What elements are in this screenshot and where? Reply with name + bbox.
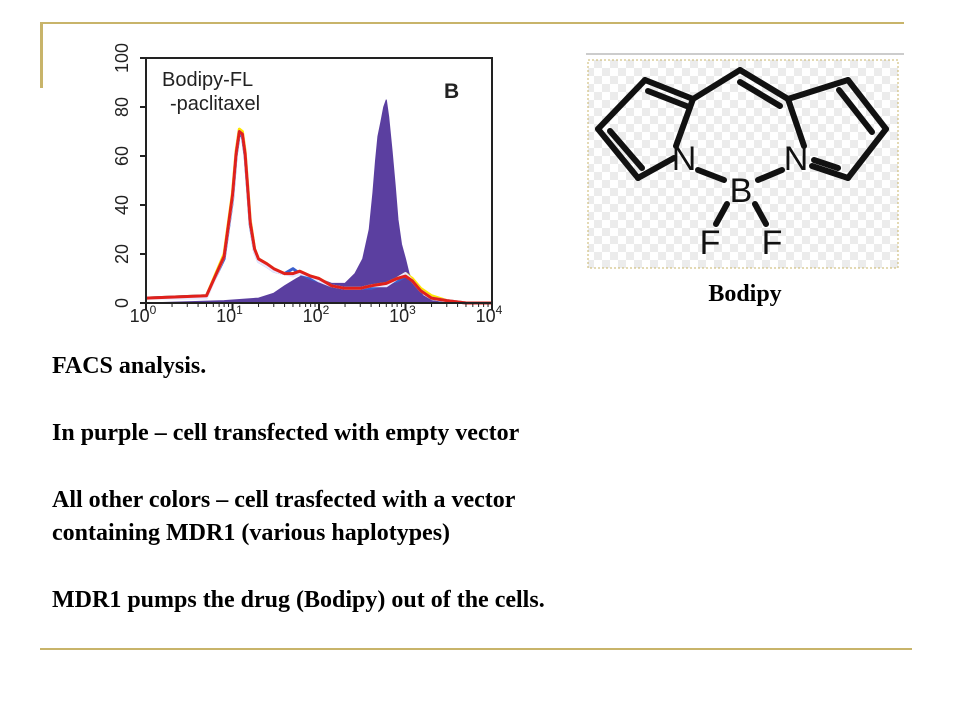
y-tick-label: 60 [112,146,132,166]
series-layer [145,99,492,305]
text-line-facs: FACS analysis. [52,353,207,379]
atom-label-f1: F [700,224,721,262]
atom-label-b: B [730,172,753,210]
series-empty-vector-area [145,99,492,304]
left-accent-bar [40,22,43,88]
y-tick-label: 100 [112,43,132,73]
x-tick-label: 103 [389,303,416,326]
description-text: FACS analysis. In purple – cell transfec… [52,350,932,617]
panel-label: B [444,80,459,103]
x-tick-label: 100 [130,303,157,326]
y-tick-label: 20 [112,244,132,264]
text-line-mdr1-haplotypes: containing MDR1 (various haplotypes) [52,520,451,546]
text-line-conclusion: MDR1 pumps the drug (Bodipy) out of the … [52,587,545,613]
structure-svg: N N B F F [586,53,904,269]
x-tick-label: 101 [216,303,243,326]
atom-label-n1: N [672,140,697,178]
annotation-line-2: -paclitaxel [170,93,260,115]
facs-histogram: 100 101 102 103 104 0 20 40 60 80 100 Bodipy-FL -p… [100,40,520,330]
structure-caption: Bodipy [708,281,782,307]
y-tick-label: 0 [112,298,132,308]
axis-layer: 100 101 102 103 104 0 20 40 60 80 100 [112,43,503,326]
series-mdr1-line-4 [145,130,492,305]
y-tick-label: 80 [112,97,132,117]
x-tick-label: 104 [476,303,503,326]
structure-bonds [595,67,889,227]
series-mdr1-line-1 [145,127,492,305]
atom-label-f2: F [762,224,783,262]
bottom-divider [40,648,912,650]
atom-label-n2: N [784,140,809,178]
annotation-line-1: Bodipy-FL [162,69,253,91]
text-line-purple: In purple – cell transfected with empty … [52,420,520,446]
y-tick-label: 40 [112,195,132,215]
top-divider [40,22,904,24]
histogram-svg: 100 101 102 103 104 0 20 40 60 80 100 Bodipy-FL -p… [112,43,503,326]
text-line-other-colors: All other colors – cell trasfected with … [52,487,516,513]
bodipy-structure: N N B F F [586,52,904,274]
x-tick-label: 102 [303,303,330,326]
